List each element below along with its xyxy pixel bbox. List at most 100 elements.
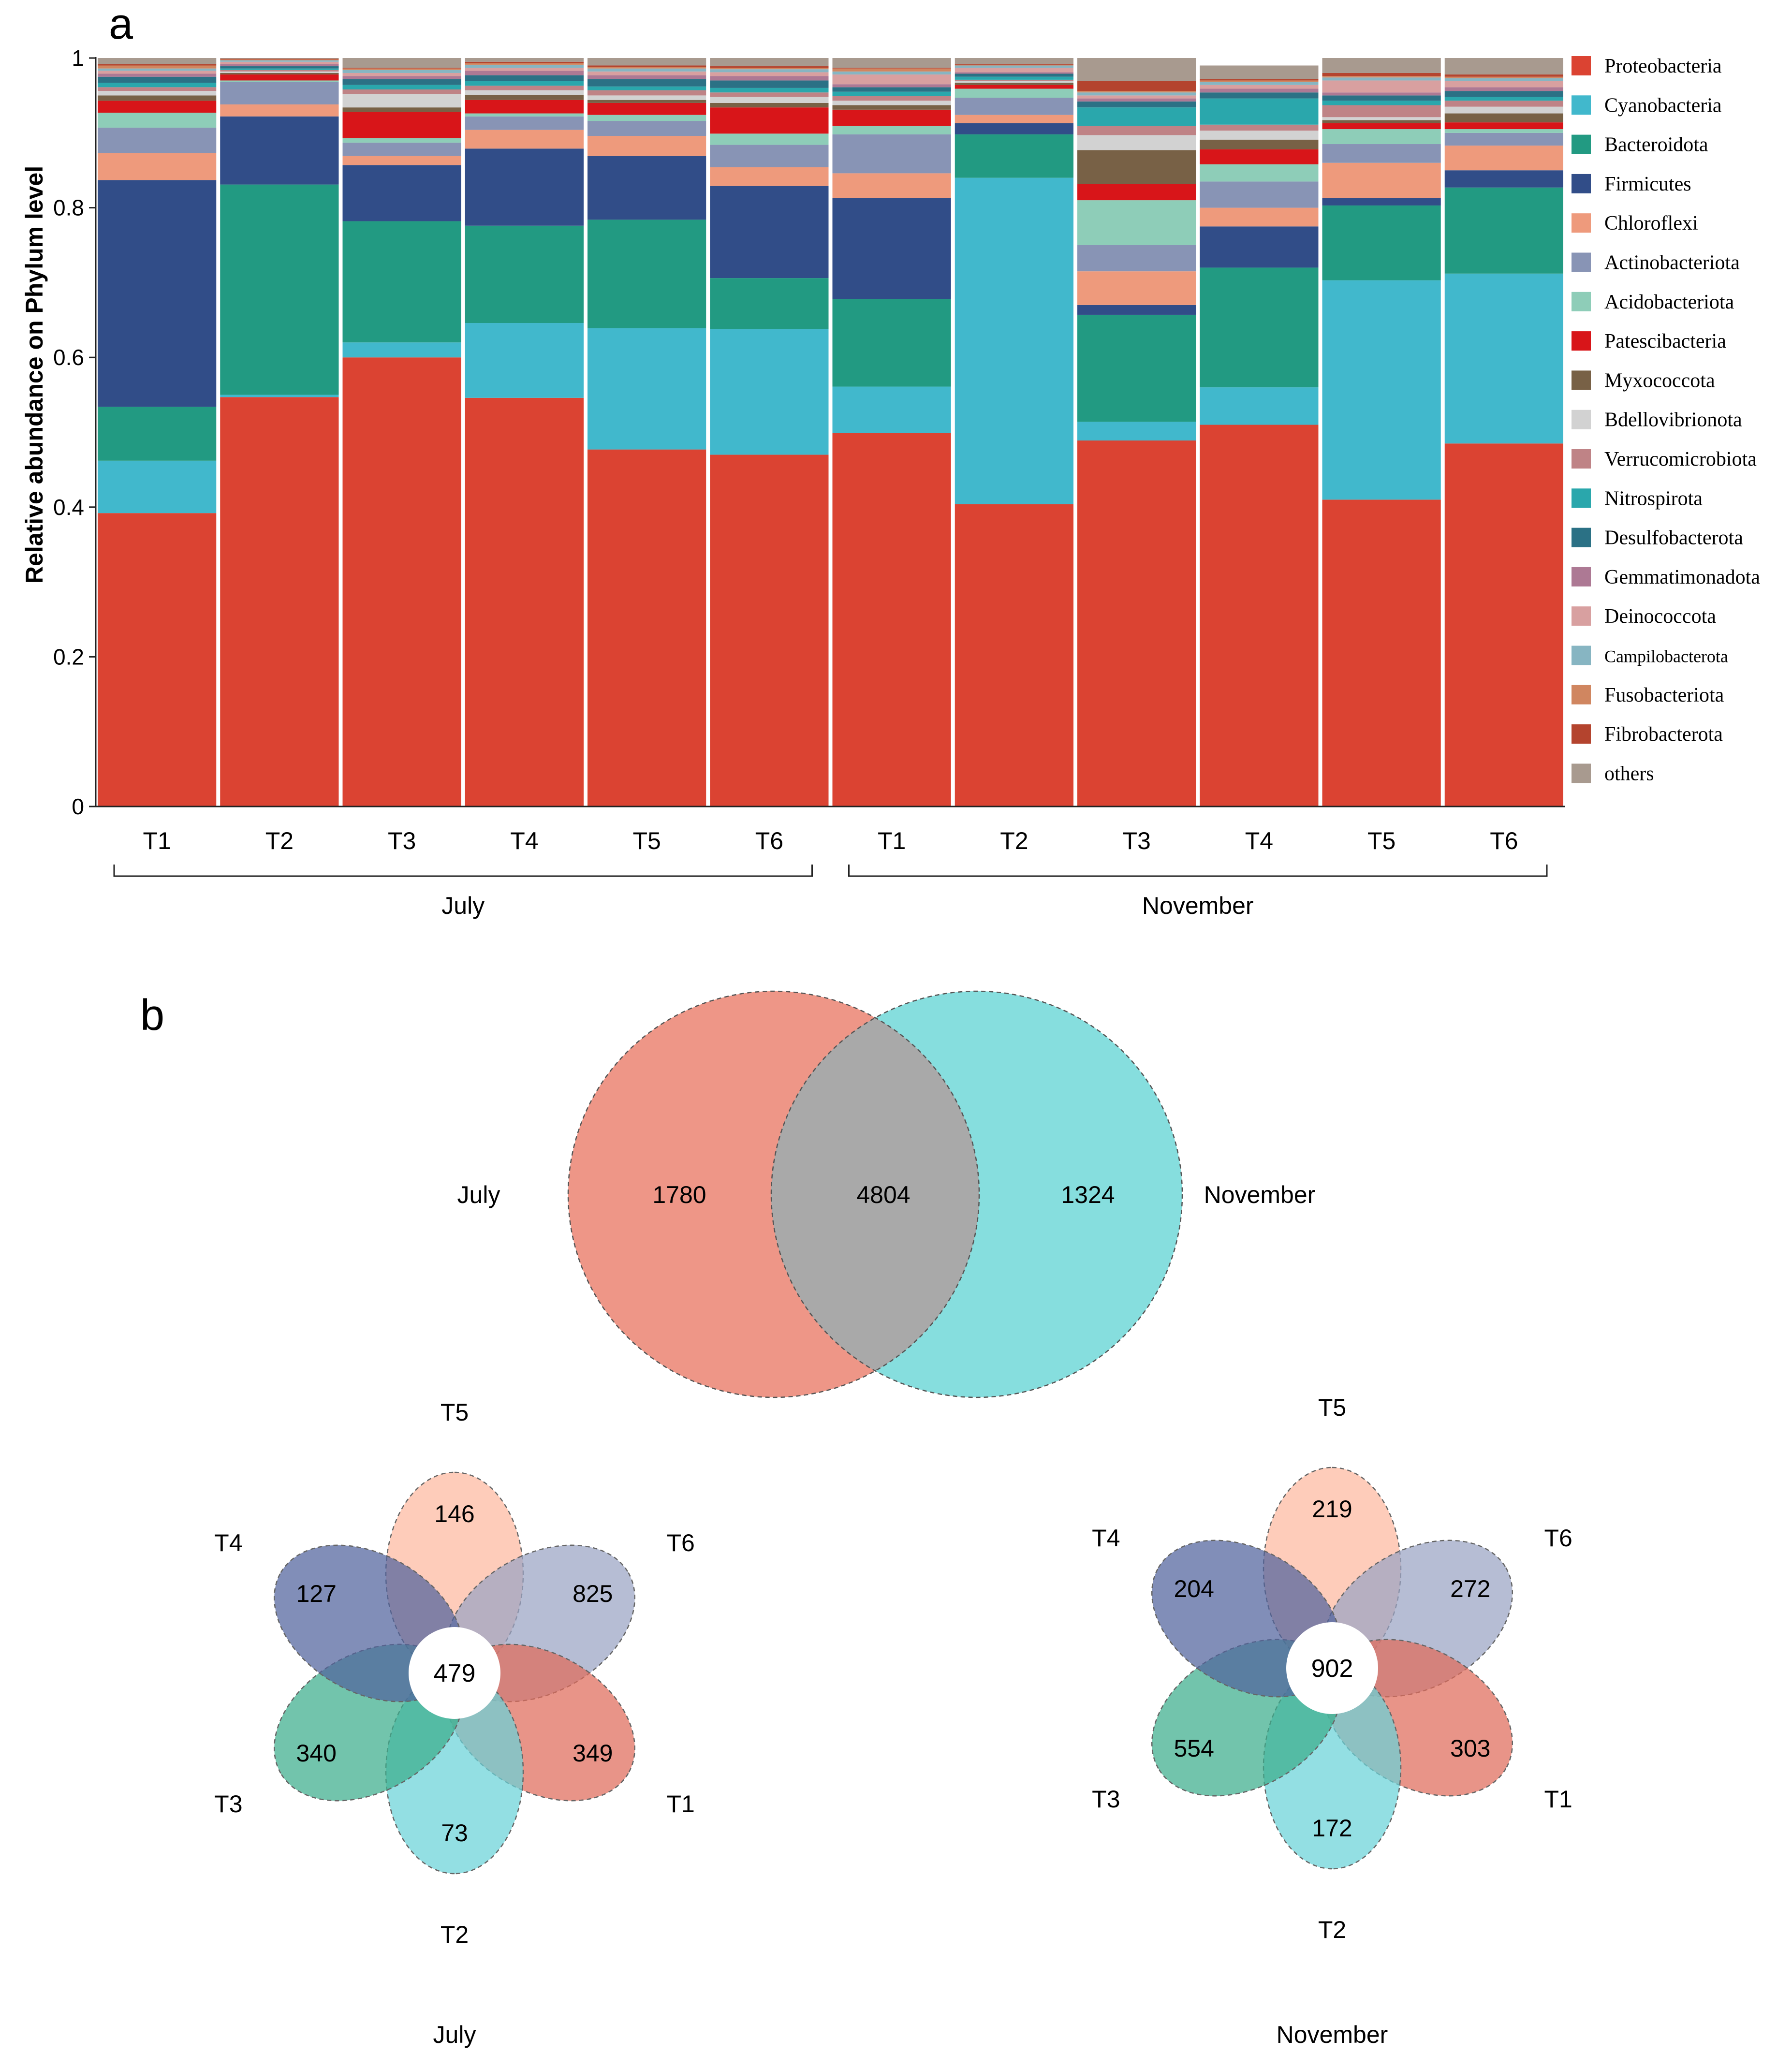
bar-segment-patescibacteria [710,107,829,134]
flower-diagram-july: 146 T5 825 T6 349 T1 73 T2 340 T3 127 T4 479 July [214,1399,695,2048]
bar-segment-desulfobacterota [1200,92,1319,99]
bar-segment-acidobacteriota [1077,200,1196,245]
bar-segment-desulfobacterota [588,79,706,87]
legend-label-firmicutes: Firmicutes [1604,173,1691,195]
bar-segment-bdellovibrionota [98,91,217,96]
bar-segment-campilobacterota [710,69,829,73]
bar-segment-bacteroidota [588,220,706,328]
bar-segment-fusobacteriota [465,63,584,65]
bar-segment-gemmatimonadota [1077,98,1196,102]
legend: Proteobacteria Cyanobacteria Bacteroidota F… [1572,55,1760,785]
bar-segment-myxococcota [832,105,951,110]
bar-segment-proteobacteria [832,433,951,807]
petal-label-t3: T3 [1092,1786,1120,1813]
bar-segment-gemmatimonadota [98,73,217,77]
petal-label-t5: T5 [441,1399,469,1426]
group-bracket [848,865,1548,877]
bar-segment-nitrospirota [588,86,706,90]
bar-segment-bacteroidota [1322,205,1441,280]
bar-segment-cyanobacteria [1200,387,1319,425]
bar-segment-others [98,58,217,64]
legend-swatch-myxococcota [1572,370,1591,390]
bar-segment-verrucomicrobiota [220,70,339,72]
bar-segment-gemmatimonadota [465,71,584,75]
bar-segment-firmicutes [832,198,951,299]
bar-segment-nitrospirota [1077,107,1196,126]
flower-core-value: 902 [1311,1655,1353,1683]
venn-value-intersection: 4804 [856,1181,910,1208]
bar-segment-deinococcota [832,74,951,85]
petal-value-t3: 554 [1174,1735,1214,1762]
bar-segment-nitrospirota [955,76,1073,80]
bar-segment-nitrospirota [832,91,951,96]
bar-segment-gemmatimonadota [1322,92,1441,96]
bar-segment-patescibacteria [98,101,217,113]
bar-segment-firmicutes [1077,305,1196,315]
bar-segment-actinobacteriota [1077,245,1196,272]
legend-label-bacteroidota: Bacteroidota [1604,134,1708,156]
legend-swatch-acidobacteriota [1572,292,1591,311]
bar-segment-patescibacteria [955,85,1073,89]
bar-segment-verrucomicrobiota [1077,126,1196,135]
bar-segment-patescibacteria [465,100,584,114]
bar-segment-acidobacteriota [588,115,706,121]
bar-segment-patescibacteria [220,74,339,81]
flower-caption: July [433,2021,476,2048]
bar-segment-fusobacteriota [832,68,951,72]
bar-segment-chloroflexi [1200,207,1319,227]
petal-label-t1: T1 [1544,1786,1572,1813]
x-tick-label: T2 [1000,827,1028,854]
legend-label-proteobacteria: Proteobacteria [1604,55,1722,77]
bar-segment-patescibacteria [1444,122,1563,130]
bar-segment-fusobacteriota [1200,80,1319,82]
bar-segment-acidobacteriota [1444,129,1563,133]
bar-segment-myxococcota [1077,150,1196,184]
bar-segment-bacteroidota [1200,267,1319,388]
bar-segment-gemmatimonadota [220,64,339,67]
legend-swatch-campilobacterota [1572,645,1591,665]
bar-segment-patescibacteria [342,112,461,138]
bar-segment-deinococcota [465,68,584,71]
bar-segment-fusobacteriota [1077,91,1196,93]
y-tick-label: 0.4 [53,495,84,520]
bar-segment-acidobacteriota [955,88,1073,98]
x-tick-label: T4 [1245,827,1273,854]
venn-set-label-july: July [457,1181,500,1208]
bar-segment-myxococcota [342,107,461,112]
bar-segment-actinobacteriota [955,98,1073,115]
bar-segment-others [1077,58,1196,81]
bar-segment-patescibacteria [1322,123,1441,130]
bar-segment-fibrobacterota [98,64,217,66]
bar-segment-bacteroidota [220,184,339,395]
legend-label-desulfobacterota: Desulfobacterota [1604,527,1743,549]
y-tick-label: 0 [72,794,84,819]
bar-segment-actinobacteriota [832,134,951,174]
petal-value-t4: 127 [296,1580,336,1607]
bar-segment-nitrospirota [1444,97,1563,101]
bar-segment-fusobacteriota [955,64,1073,66]
group-label: July [441,892,485,919]
bar-segment-fibrobacterota [832,68,951,69]
petal-value-t2: 73 [441,1819,468,1847]
petal-label-t6: T6 [666,1529,694,1556]
bar-segment-nitrospirota [342,85,461,90]
x-tick-label: T5 [1367,827,1395,854]
bar-segment-deinococcota [588,71,706,75]
legend-swatch-cyanobacteria [1572,95,1591,115]
legend-label-campilobacterota: Campilobacterota [1604,647,1728,666]
bar-segment-cyanobacteria [465,323,584,398]
bar-segment-fibrobacterota [955,64,1073,65]
bar-segment-verrucomicrobiota [1322,105,1441,117]
petal-value-t5: 146 [434,1500,474,1527]
bar-segment-gemmatimonadota [955,72,1073,74]
x-tick-label: T1 [143,827,171,854]
petal-label-t2: T2 [441,1921,469,1948]
y-tick-label: 0.2 [53,644,84,669]
stacked-bar-chart: T1 T2 T3 T4 T5 T6 T1 T2 T3 T4 T5 T6 0 0.2 0.4 0.6 0.8 1 Ju… [21,45,1760,919]
bar-segment-nitrospirota [710,88,829,93]
bar-segment-bacteroidota [955,134,1073,178]
petal-label-t6: T6 [1544,1525,1572,1552]
x-tick-label: T6 [1490,827,1518,854]
bar-segment-bdellovibrionota [1077,135,1196,150]
